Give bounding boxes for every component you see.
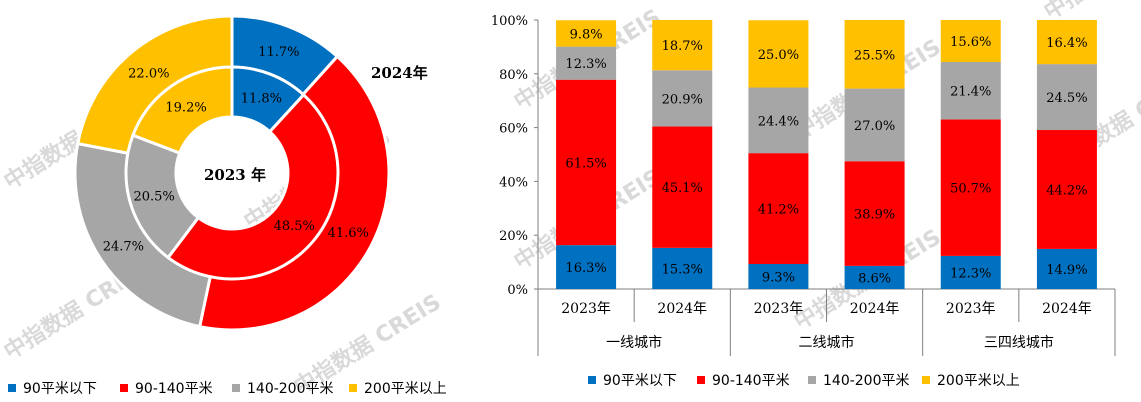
bar-5-label-3: 21.4%: [950, 85, 991, 100]
bar-6-segment-2: [1036, 130, 1097, 249]
bar-6-label-3: 24.5%: [1046, 91, 1087, 106]
bar-4-segment-2: [844, 161, 905, 266]
x-category-label-5: 2023年: [946, 301, 996, 317]
x-group-label-3: 三四线城市: [984, 334, 1054, 351]
bar-legend-swatch-4: [922, 376, 930, 384]
bar-legend-swatch-3: [808, 376, 816, 384]
bar-2-segment-4: [652, 20, 713, 71]
bar-2-label-2: 45.1%: [662, 181, 703, 196]
bar-3-segment-3: [748, 87, 809, 154]
donut-outer-label-1: 11.7%: [258, 45, 299, 60]
bar-3-label-4: 25.0%: [758, 48, 799, 63]
x-group-label-2: 二线城市: [799, 334, 855, 351]
bar-1-segment-2: [556, 79, 617, 246]
donut-legend-label-1: 90平米以下: [23, 381, 97, 397]
bar-4-segment-3: [844, 88, 905, 162]
bar-legend-label-3: 140-200平米: [823, 373, 910, 389]
bar-5-segment-3: [940, 61, 1001, 120]
donut-inner-slice-4: [131, 65, 234, 155]
y-tick-label-6: 100%: [491, 14, 528, 29]
x-category-label-4: 2024年: [850, 301, 900, 317]
bar-1-label-1: 16.3%: [565, 261, 606, 276]
donut-inner-label-3: 20.5%: [133, 189, 174, 204]
x-group-label-1: 一线城市: [606, 334, 662, 351]
donut-legend-swatch-4: [349, 384, 357, 392]
donut-legend-swatch-2: [120, 384, 128, 392]
bar-2-label-4: 18.7%: [662, 39, 703, 54]
inner-ring-label: 2023 年: [204, 166, 266, 184]
bar-6-segment-4: [1036, 20, 1097, 65]
bar-6-label-4: 16.4%: [1046, 36, 1087, 51]
outer-ring-label: 2024年: [371, 64, 428, 82]
bar-4-label-3: 27.0%: [854, 119, 895, 134]
donut-inner-label-2: 48.5%: [274, 219, 315, 234]
donut-inner-label-1: 11.8%: [241, 92, 282, 107]
y-tick-label-4: 60%: [499, 122, 528, 137]
bar-legend-label-4: 200平米以上: [937, 373, 1020, 389]
donut-outer-label-4: 22.0%: [128, 66, 169, 81]
donut-outer-label-2: 41.6%: [328, 226, 369, 241]
bar-5-label-4: 15.6%: [950, 35, 991, 50]
bar-3-label-3: 24.4%: [758, 114, 799, 129]
x-category-label-2: 2024年: [657, 301, 707, 317]
bar-5-label-1: 12.3%: [950, 266, 991, 281]
bar-5-segment-1: [940, 255, 1001, 289]
donut-legend-label-4: 200平米以上: [364, 381, 447, 397]
bar-4-label-4: 25.5%: [854, 48, 895, 63]
bar-4-segment-4: [844, 20, 905, 89]
bar-3-segment-4: [748, 20, 809, 88]
x-category-label-6: 2024年: [1042, 301, 1092, 317]
bar-2-label-3: 20.9%: [662, 92, 703, 107]
y-tick-label-5: 80%: [499, 68, 528, 83]
donut-inner-slice-2: [165, 92, 340, 281]
bar-3-label-2: 41.2%: [758, 203, 799, 218]
bar-5-label-2: 50.7%: [950, 182, 991, 197]
bar-6-segment-1: [1036, 248, 1097, 289]
bar-1-label-4: 9.8%: [570, 27, 603, 42]
bar-6-label-1: 14.9%: [1046, 263, 1087, 278]
bar-4-segment-1: [844, 265, 905, 289]
bar-2-segment-1: [652, 247, 713, 289]
bar-3-label-1: 9.3%: [762, 270, 795, 285]
bar-5-segment-4: [940, 20, 1001, 62]
bar-2-label-1: 15.3%: [662, 262, 703, 277]
bar-legend-swatch-1: [588, 376, 596, 384]
bar-6-label-2: 44.2%: [1046, 183, 1087, 198]
x-category-label-3: 2023年: [754, 301, 804, 317]
donut-inner-label-4: 19.2%: [165, 100, 206, 115]
donut-legend-label-3: 140-200平米: [247, 381, 334, 397]
bar-3-segment-1: [748, 263, 809, 289]
y-tick-label-1: 0%: [507, 283, 528, 298]
donut-legend-label-2: 90-140平米: [135, 381, 213, 397]
bar-legend-label-1: 90平米以下: [603, 373, 677, 389]
bar-legend-label-2: 90-140平米: [712, 373, 790, 389]
bar-5-segment-2: [940, 119, 1001, 256]
bar-3-segment-2: [748, 153, 809, 264]
bar-2-segment-2: [652, 126, 713, 248]
y-tick-label-3: 40%: [499, 175, 528, 190]
bar-1-label-2: 61.5%: [565, 156, 606, 171]
y-tick-label-2: 20%: [499, 229, 528, 244]
donut-outer-label-3: 24.7%: [103, 239, 144, 254]
bar-1-segment-1: [556, 245, 617, 289]
donut-legend-swatch-3: [232, 384, 240, 392]
bar-4-label-1: 8.6%: [858, 271, 891, 286]
bar-1-segment-3: [556, 46, 617, 80]
bar-legend-swatch-2: [697, 376, 705, 384]
bar-6-segment-3: [1036, 64, 1097, 131]
bar-1-label-3: 12.3%: [565, 57, 606, 72]
bar-2-segment-3: [652, 70, 713, 127]
bar-1-segment-4: [556, 20, 617, 47]
donut-legend-swatch-1: [8, 384, 16, 392]
x-category-label-1: 2023年: [561, 301, 611, 317]
bar-4-label-2: 38.9%: [854, 208, 895, 223]
